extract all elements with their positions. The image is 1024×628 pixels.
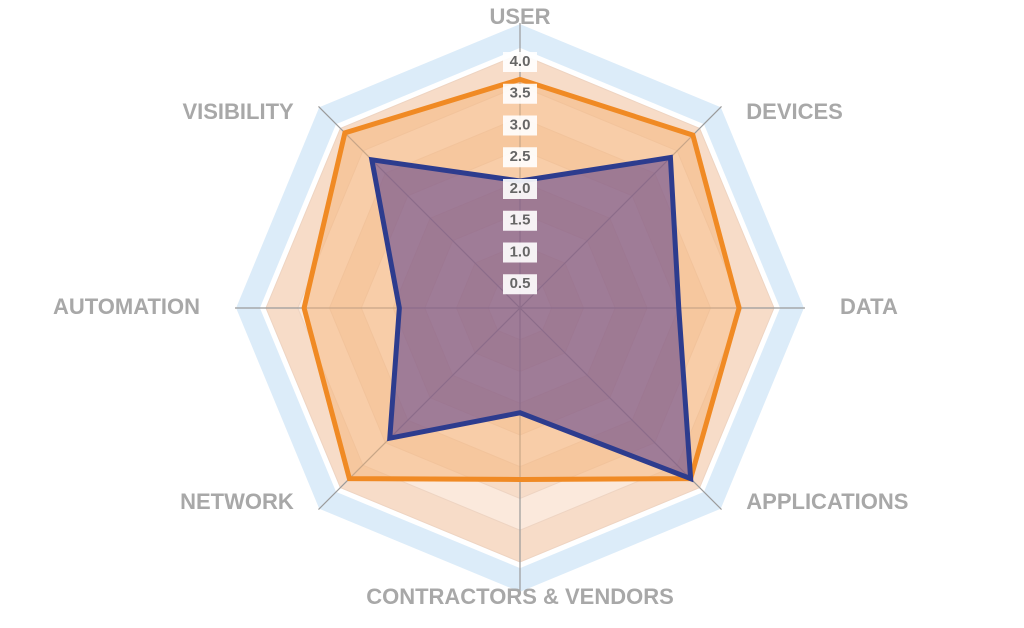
axis-label: USER (489, 4, 550, 29)
tick-label-bg (503, 242, 537, 263)
tick-label: 0.5 (510, 275, 531, 292)
tick-label-bg (503, 179, 537, 199)
axis-label: DATA (840, 294, 898, 319)
axis-label: NETWORK (180, 489, 294, 514)
tick-label-bg (503, 115, 537, 136)
tick-label: 2.0 (510, 180, 531, 197)
tick-label: 1.5 (510, 212, 531, 229)
tick-label-bg (503, 83, 537, 104)
tick-label: 3.0 (510, 116, 531, 133)
tick-label: 1.0 (510, 243, 531, 260)
axis-label: VISIBILITY (182, 99, 294, 124)
axis-label: DEVICES (746, 99, 843, 124)
axis-label: APPLICATIONS (746, 489, 908, 514)
tick-label-bg (503, 274, 537, 295)
tick-label: 2.5 (510, 148, 531, 165)
tick-label-bg (503, 147, 537, 168)
tick-label-bg (503, 52, 537, 72)
tick-label-bg (503, 210, 537, 231)
tick-label: 3.5 (510, 85, 531, 102)
tick-label: 4.0 (510, 53, 531, 70)
axis-label: CONTRACTORS & VENDORS (366, 584, 674, 609)
series-area (368, 154, 694, 483)
axis-label: AUTOMATION (53, 294, 200, 319)
